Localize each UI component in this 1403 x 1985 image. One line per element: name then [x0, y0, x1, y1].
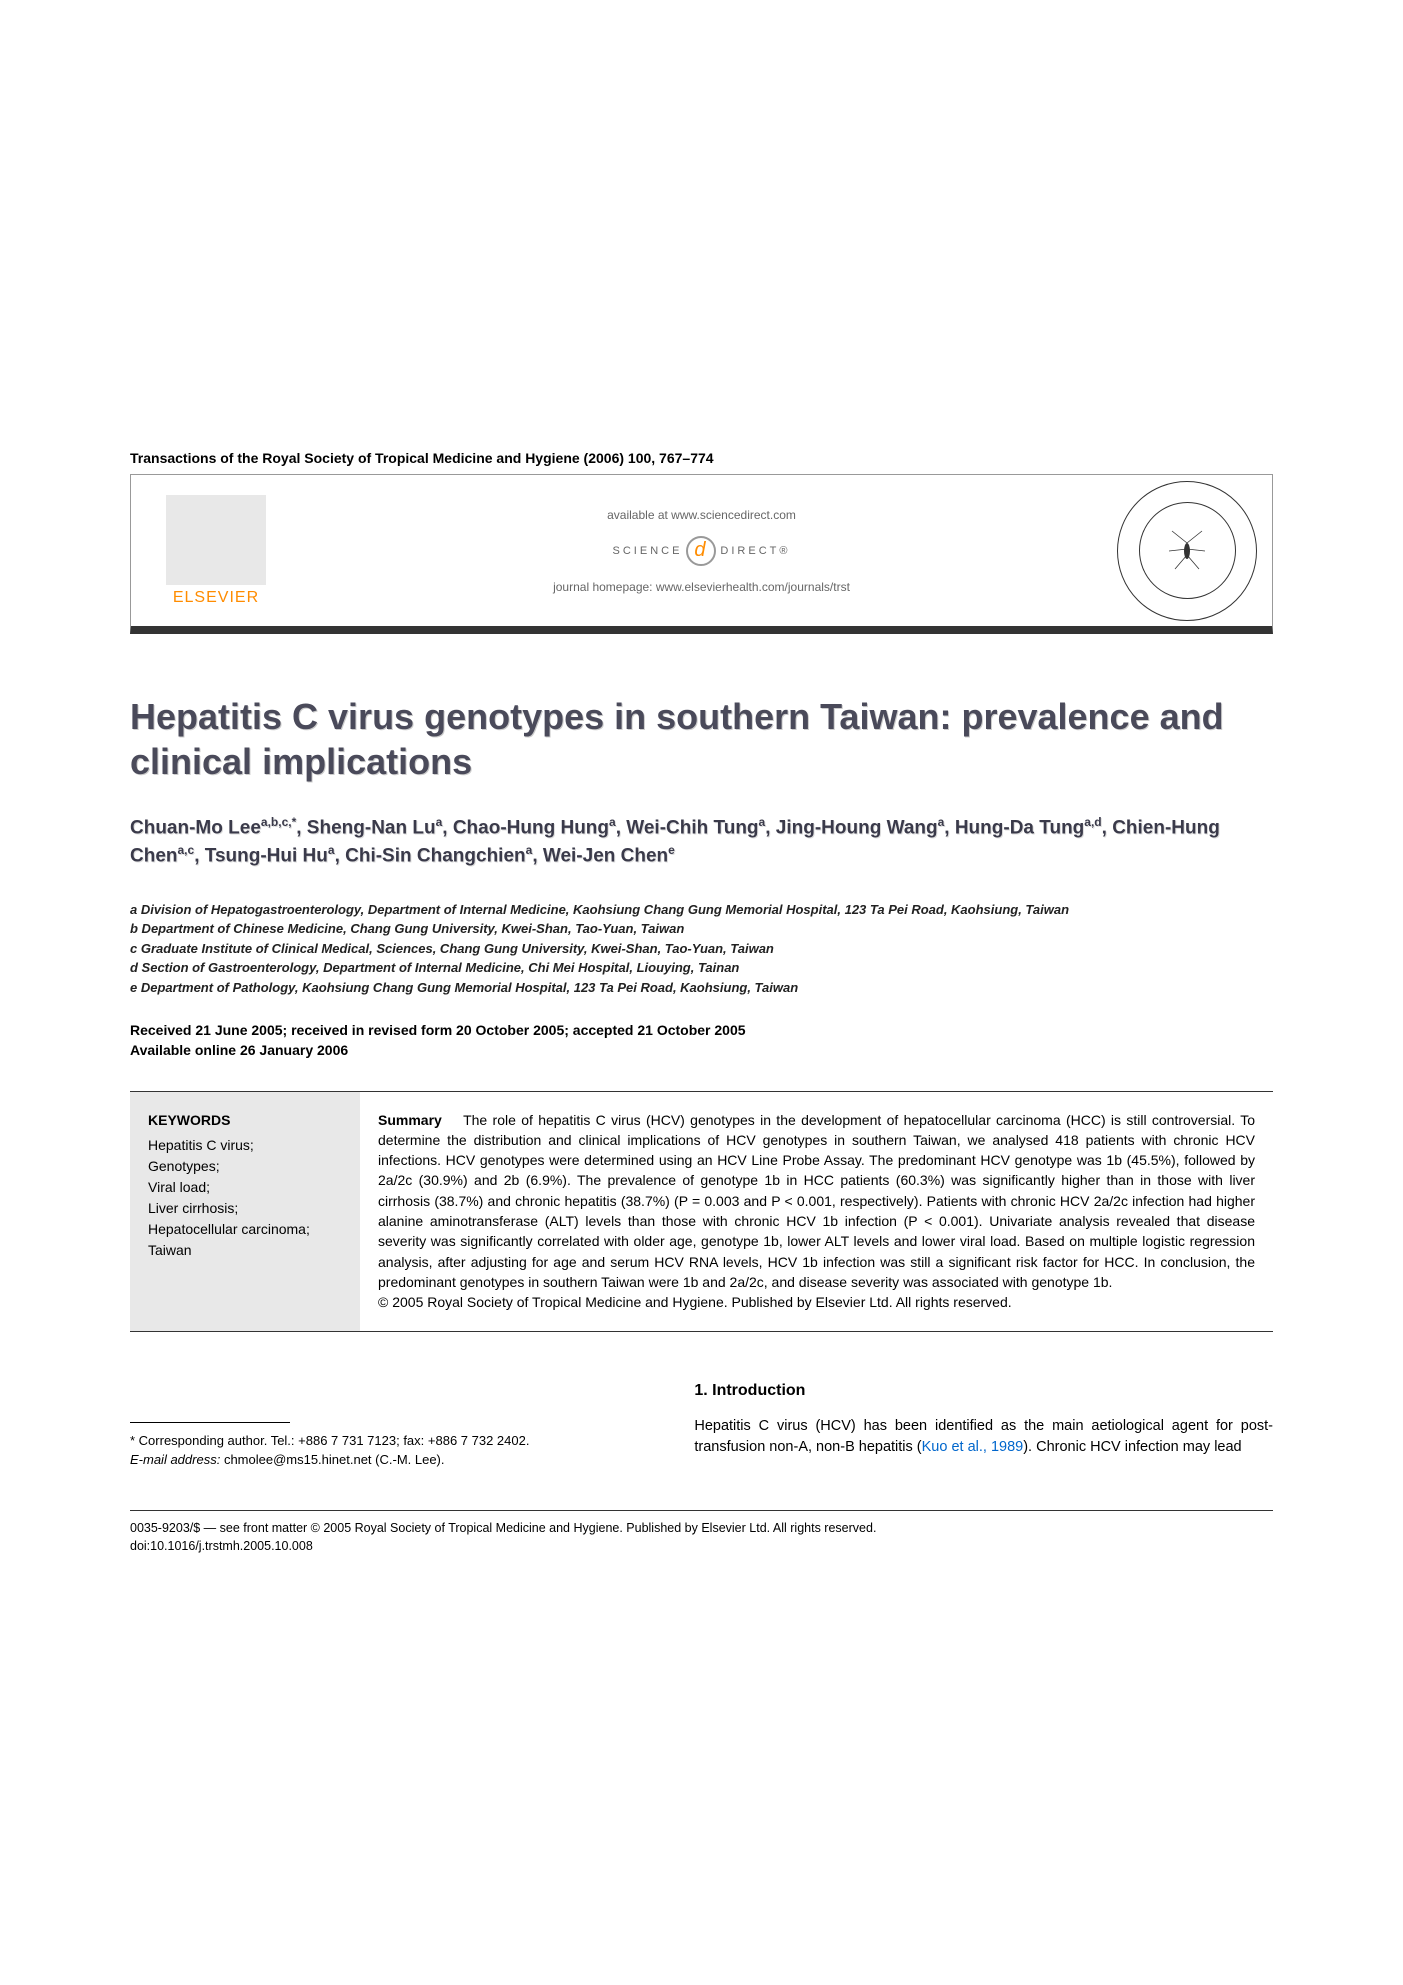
journal-header-banner: ELSEVIER available at www.sciencedirect.… — [130, 474, 1273, 634]
affiliation-d: d Section of Gastroenterology, Departmen… — [130, 958, 1273, 978]
section-heading: 1. Introduction — [694, 1382, 1273, 1400]
keyword-item: Hepatocellular carcinoma; — [148, 1219, 342, 1240]
body-columns: * Corresponding author. Tel.: +886 7 731… — [130, 1382, 1273, 1470]
header-center: available at www.sciencedirect.com SCIEN… — [301, 475, 1102, 626]
keyword-item: Hepatitis C virus; — [148, 1135, 342, 1156]
summary-box: Summary The role of hepatitis C virus (H… — [360, 1092, 1273, 1331]
royal-society-seal-icon — [1117, 481, 1257, 621]
article-title: Hepatitis C virus genotypes in southern … — [130, 694, 1273, 784]
elsevier-tree-icon — [166, 495, 266, 585]
introduction-block: 1. Introduction Hepatitis C virus (HCV) … — [694, 1382, 1273, 1470]
sciencedirect-logo: SCIENCE d DIRECT® — [613, 536, 791, 566]
affiliation-a: a Division of Hepatogastroenterology, De… — [130, 900, 1273, 920]
footer-copyright: 0035-9203/$ — see front matter © 2005 Ro… — [130, 1519, 1273, 1538]
abstract-container: KEYWORDS Hepatitis C virus; Genotypes; V… — [130, 1091, 1273, 1332]
corresponding-email: E-mail address: chmolee@ms15.hinet.net (… — [130, 1450, 644, 1470]
summary-heading: Summary — [378, 1112, 442, 1128]
sd-text-right: DIRECT® — [720, 545, 790, 557]
keywords-heading: KEYWORDS — [148, 1110, 342, 1131]
affiliations-block: a Division of Hepatogastroenterology, De… — [130, 900, 1273, 998]
affiliation-b: b Department of Chinese Medicine, Chang … — [130, 919, 1273, 939]
affiliation-c: c Graduate Institute of Clinical Medical… — [130, 939, 1273, 959]
citation-link[interactable]: Kuo et al., 1989 — [922, 1439, 1024, 1455]
keyword-item: Liver cirrhosis; — [148, 1198, 342, 1219]
summary-paragraph: Summary The role of hepatitis C virus (H… — [378, 1110, 1255, 1293]
society-logo-block — [1102, 475, 1272, 626]
intro-paragraph: Hepatitis C virus (HCV) has been identif… — [694, 1416, 1273, 1458]
mosquito-icon — [1157, 521, 1217, 581]
authors-list: Chuan-Mo Leea,b,c,*, Sheng-Nan Lua, Chao… — [130, 814, 1273, 870]
footnote-rule — [130, 1422, 290, 1423]
keyword-item: Viral load; — [148, 1177, 342, 1198]
affiliation-e: e Department of Pathology, Kaohsiung Cha… — [130, 978, 1273, 998]
keyword-item: Genotypes; — [148, 1156, 342, 1177]
corresponding-contact: * Corresponding author. Tel.: +886 7 731… — [130, 1431, 644, 1451]
corresponding-author-block: * Corresponding author. Tel.: +886 7 731… — [130, 1382, 644, 1470]
page-footer: 0035-9203/$ — see front matter © 2005 Ro… — [130, 1510, 1273, 1557]
keywords-box: KEYWORDS Hepatitis C virus; Genotypes; V… — [130, 1092, 360, 1331]
elsevier-logo-block: ELSEVIER — [131, 475, 301, 626]
article-dates: Received 21 June 2005; received in revis… — [130, 1021, 1273, 1060]
received-date: Received 21 June 2005; received in revis… — [130, 1021, 1273, 1041]
online-date: Available online 26 January 2006 — [130, 1041, 1273, 1061]
journal-citation: Transactions of the Royal Society of Tro… — [130, 450, 1273, 466]
available-at-text: available at www.sciencedirect.com — [607, 508, 796, 522]
journal-homepage-text: journal homepage: www.elsevierhealth.com… — [553, 580, 850, 594]
summary-text: The role of hepatitis C virus (HCV) geno… — [378, 1112, 1255, 1290]
email-value: chmolee@ms15.hinet.net (C.-M. Lee). — [224, 1452, 445, 1467]
keyword-item: Taiwan — [148, 1240, 342, 1261]
footer-doi: doi:10.1016/j.trstmh.2005.10.008 — [130, 1537, 1273, 1556]
summary-copyright: © 2005 Royal Society of Tropical Medicin… — [378, 1292, 1255, 1312]
sd-text-left: SCIENCE — [613, 545, 683, 557]
sd-swirl-icon: d — [686, 536, 716, 566]
email-label: E-mail address: — [130, 1452, 220, 1467]
elsevier-wordmark: ELSEVIER — [173, 589, 259, 607]
intro-text-post: ). Chronic HCV infection may lead — [1023, 1439, 1241, 1455]
